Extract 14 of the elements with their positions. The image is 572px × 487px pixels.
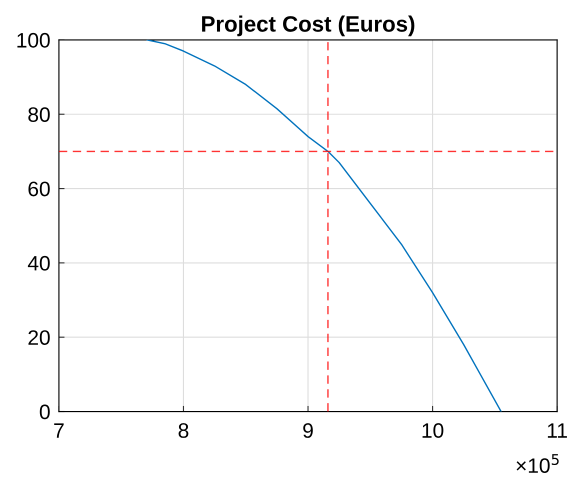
y-tick-label: 100 [17, 32, 50, 48]
y-tick-label: 80 [28, 107, 50, 122]
y-tick-label: 40 [28, 256, 50, 271]
y-tick-label: 20 [28, 330, 50, 345]
y-tick-label: 0 [40, 404, 50, 420]
line-series [146, 40, 502, 412]
text: ×10$^{5}$ [516, 454, 559, 473]
x-tick-label: 10 [422, 423, 444, 438]
x-tick-label: 9 [303, 423, 313, 438]
chart-title: Project Cost (Euros) [202, 15, 414, 36]
y-tick-label: 60 [28, 182, 50, 196]
x-tick-label: 8 [178, 423, 188, 438]
x-tick-label: 7 [54, 423, 64, 438]
x-tick-label: 11 [548, 423, 567, 438]
